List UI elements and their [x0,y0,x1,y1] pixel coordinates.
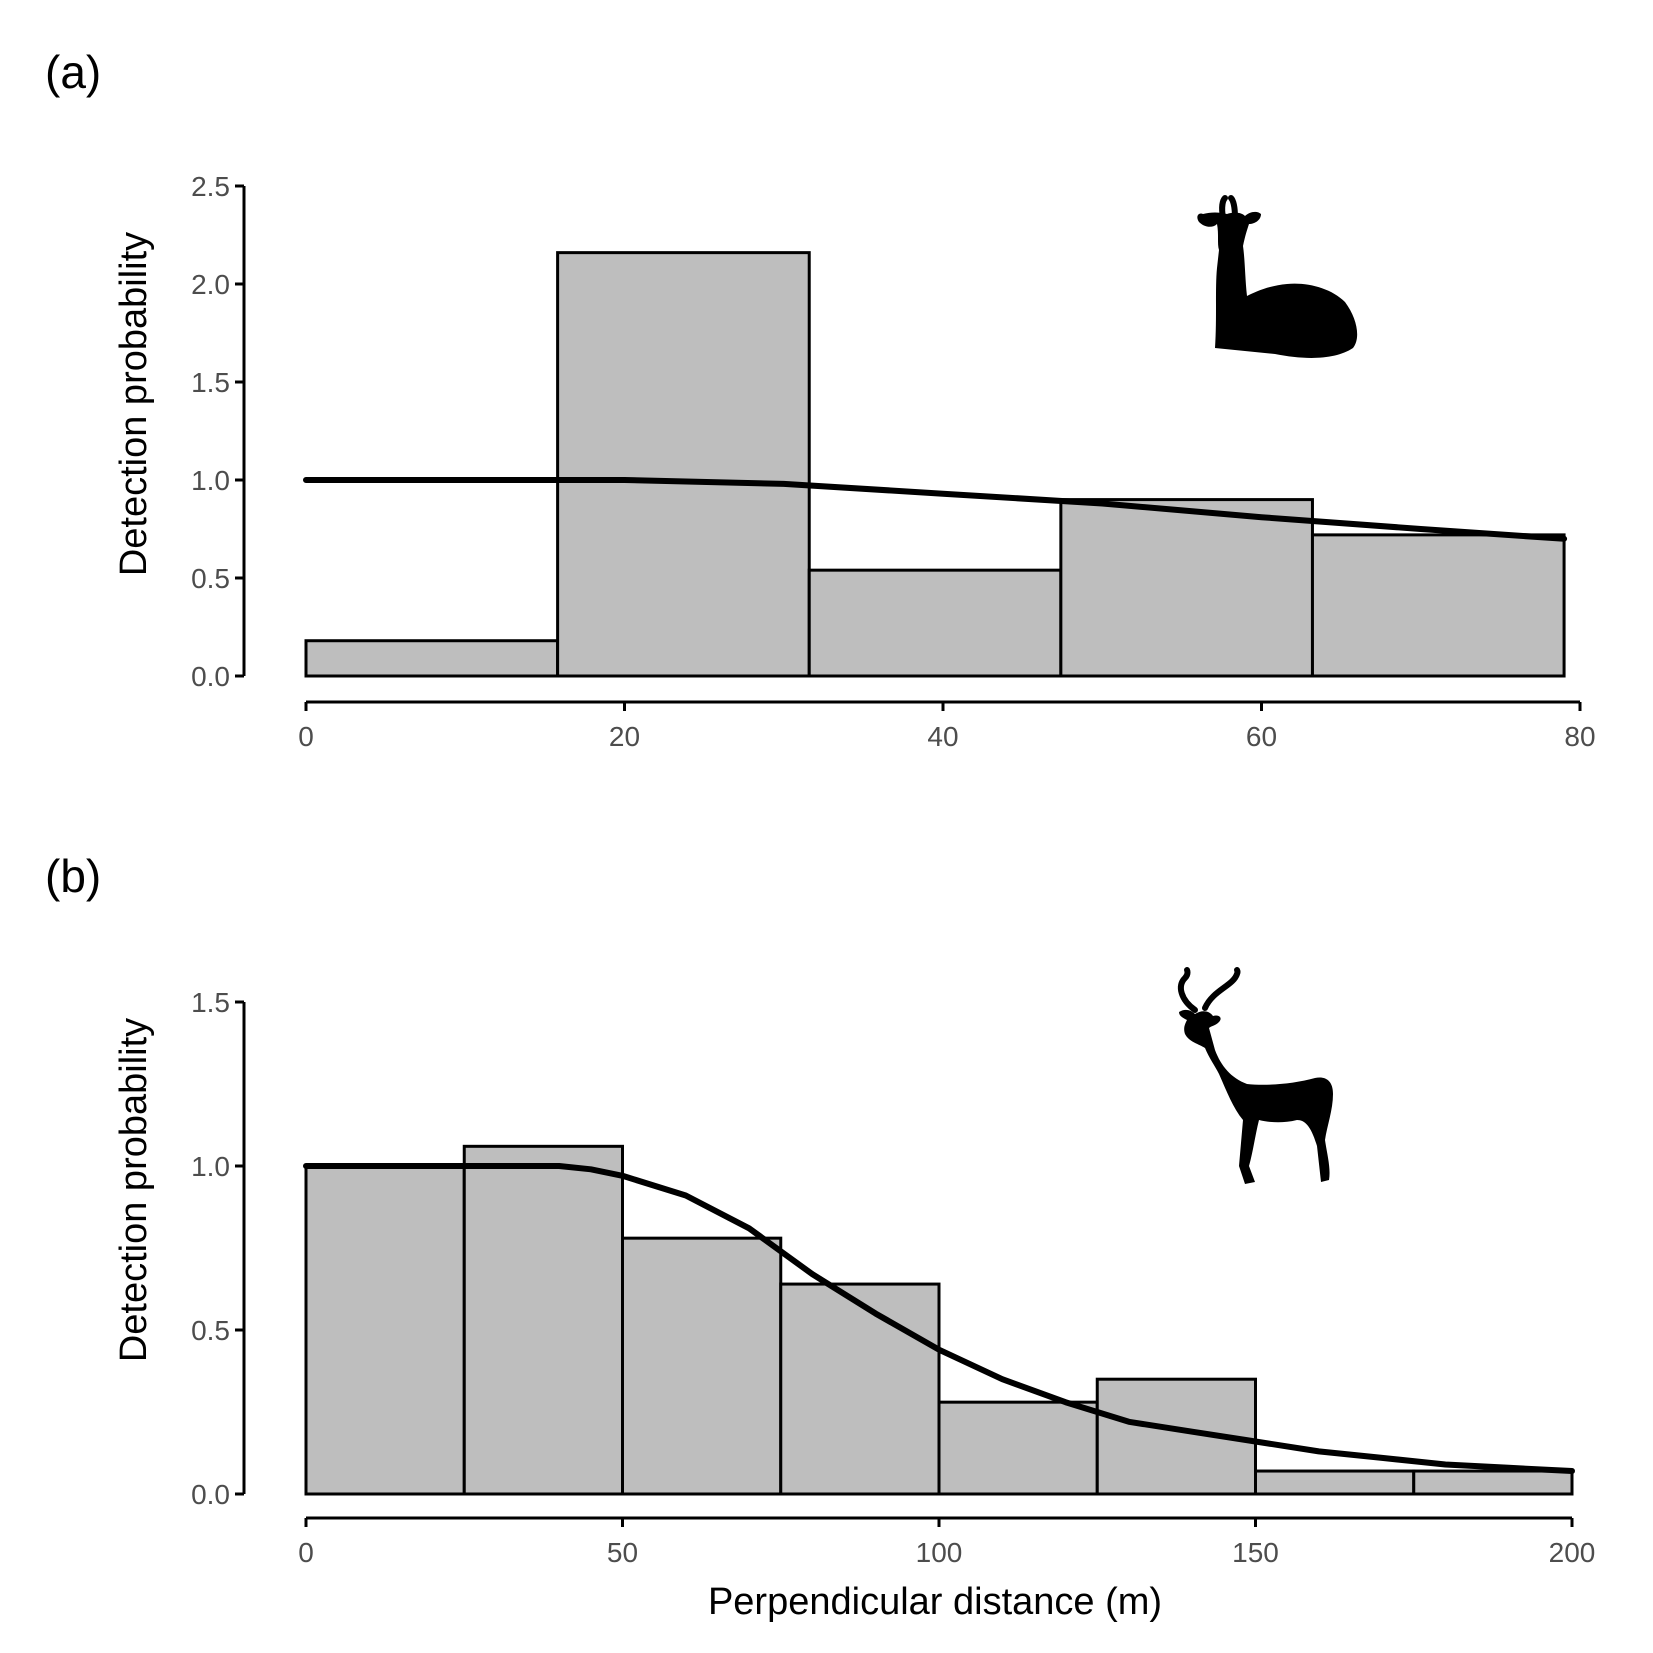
y-tick-label: 0.5 [191,563,230,594]
histogram-bar-4 [779,1282,941,1496]
panel-b-fit [303,1163,1575,1474]
y-tick-label: 0.5 [191,1315,230,1346]
histogram-bar-7 [1254,1469,1416,1496]
histogram-bar-3 [621,1236,783,1496]
panel-a-y-axis-title: Detection probability [113,232,155,576]
x-tick-label: 100 [916,1537,963,1568]
y-tick-label: 1.0 [191,465,230,496]
histogram-bar-1 [304,1164,466,1496]
panel-b-axes: 0.0 0.5 1.0 1.5 0 50 100 150 200 [191,987,1595,1568]
panel-b-x-axis-title: Perpendicular distance (m) [708,1581,1162,1623]
x-tick-label: 20 [609,721,640,752]
x-tick-label: 0 [298,1537,314,1568]
x-tick-label: 0 [298,721,314,752]
panel-b-bars [304,1144,1574,1496]
x-tick-label: 150 [1232,1537,1279,1568]
histogram-bar-8 [1412,1469,1574,1496]
panel-a: (a) Detection probability 0.0 0.5 1.0 1.5 2.… [45,46,1596,752]
panel-a-bars [304,251,1566,678]
detection-function-curve [303,477,1568,542]
panel-a-axes: 0.0 0.5 1.0 1.5 2.0 2.5 0 20 40 60 80 [191,171,1596,752]
x-tick-label: 50 [607,1537,638,1568]
panel-b-label: (b) [45,850,101,902]
histogram-bar-5 [937,1400,1099,1496]
histogram-bar-4 [1059,498,1314,678]
x-tick-label: 40 [927,721,958,752]
histogram-bar-2 [462,1144,624,1496]
histogram-bar-3 [807,568,1063,678]
y-tick-label: 0.0 [191,1479,230,1510]
panel-b: (b) Detection probability 0.0 0.5 1.0 1.5 0 5… [45,850,1595,1623]
detection-function-curve [303,1163,1575,1474]
panel-a-label: (a) [45,46,101,98]
y-tick-label: 2.5 [191,171,230,202]
x-tick-label: 60 [1246,721,1277,752]
y-tick-label: 1.0 [191,1151,230,1182]
y-tick-label: 0.0 [191,661,230,692]
panel-a-fit [303,477,1568,542]
histogram-bar-2 [556,251,811,678]
y-tick-label: 1.5 [191,367,230,398]
y-tick-label: 1.5 [191,987,230,1018]
histogram-bar-1 [304,639,560,678]
reclining-antelope-icon [1197,195,1358,358]
x-tick-label: 200 [1549,1537,1596,1568]
x-tick-label: 80 [1564,721,1595,752]
panel-b-y-axis-title: Detection probability [113,1018,155,1362]
histogram-bar-5 [1310,533,1566,678]
y-tick-label: 2.0 [191,269,230,300]
standing-impala-icon [1177,967,1333,1184]
